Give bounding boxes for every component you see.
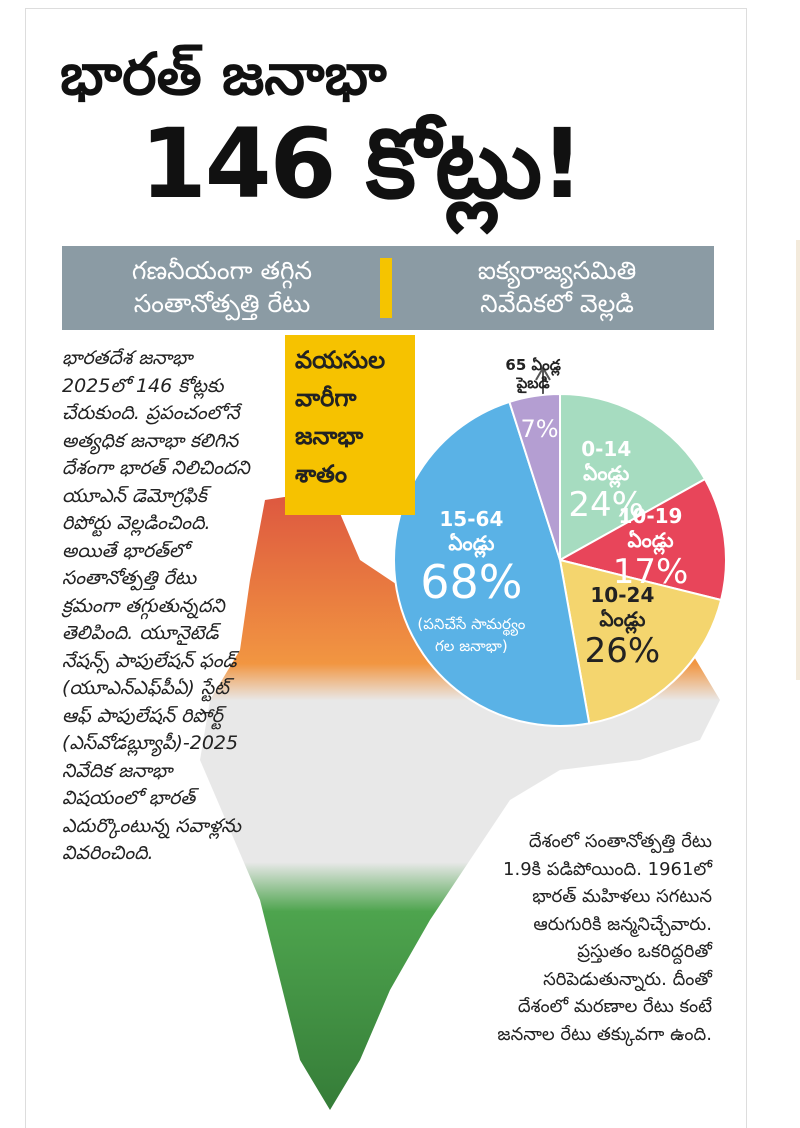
banner-text: గణనీయంగా తగ్గిన — [131, 256, 313, 285]
banner-left: గణనీయంగా తగ్గిన సంతానోత్పత్తి రేటు — [72, 254, 372, 320]
value-label: 68% — [420, 555, 523, 609]
banner: గణనీయంగా తగ్గిన సంతానోత్పత్తి రేటు ఐక్యర… — [62, 246, 714, 330]
banner-text: సంతానోత్పత్తి రేటు — [133, 289, 311, 318]
value-label: 7% — [520, 414, 559, 443]
pie-slice — [558, 558, 723, 725]
banner-text: నివేదికలో వెల్లడి — [480, 289, 634, 318]
headline-line2: 146 కోట్లు! — [140, 108, 584, 220]
slice-label: 10-19 ఏండ్లు 17% — [610, 504, 690, 592]
category-label: 10-19 ఏండ్లు — [618, 503, 683, 552]
body-left: భారతదేశ జనాభా 2025లో 146 కోట్లకు చేరుకుం… — [62, 347, 250, 864]
value-label: 17% — [612, 551, 689, 592]
slice-label: 10-24 ఏండ్లు 26% — [582, 583, 662, 671]
value-label: 24% — [568, 485, 644, 526]
india-map — [200, 490, 720, 1110]
clipping-border — [25, 8, 747, 1128]
banner-right: ఐక్యరాజ్యసమితి నివేదికలో వెల్లడి — [407, 254, 707, 320]
slice-label: 0-14 ఏండ్లు 24% — [566, 437, 646, 525]
body-right: దేశంలో సంతానోత్పత్తి రేటు 1.9కి పడిపోయిం… — [497, 831, 712, 1045]
category-label: 0-14 ఏండ్లు — [581, 437, 632, 486]
slice-annotation: (పనిచేసే సామర్థ్యం గల జనాభా) — [417, 615, 526, 655]
pointer-arrow — [535, 366, 551, 395]
adjacent-column — [796, 240, 800, 680]
slice-label: 7% — [520, 415, 558, 443]
pie-title: వయసుల వారీగా జనాభా శాతం — [285, 335, 415, 515]
category-label: 15-64 ఏండ్లు — [439, 507, 504, 555]
banner-text: ఐక్యరాజ్యసమితి — [477, 256, 637, 285]
headline-line1: భారత్ జనాభా — [60, 40, 387, 108]
category-label: 65 ఏండ్ల పైబడి — [505, 356, 561, 392]
pie-slice — [508, 392, 561, 561]
pie-slice — [559, 392, 707, 562]
pie-slice — [393, 400, 591, 727]
value-label: 26% — [584, 630, 661, 671]
slice-label: 15-64 ఏండ్లు 68% (పనిచేసే సామర్థ్యం గల జనా… — [411, 507, 531, 657]
category-label: 10-24 ఏండ్లు — [590, 582, 655, 631]
banner-divider — [380, 258, 392, 318]
